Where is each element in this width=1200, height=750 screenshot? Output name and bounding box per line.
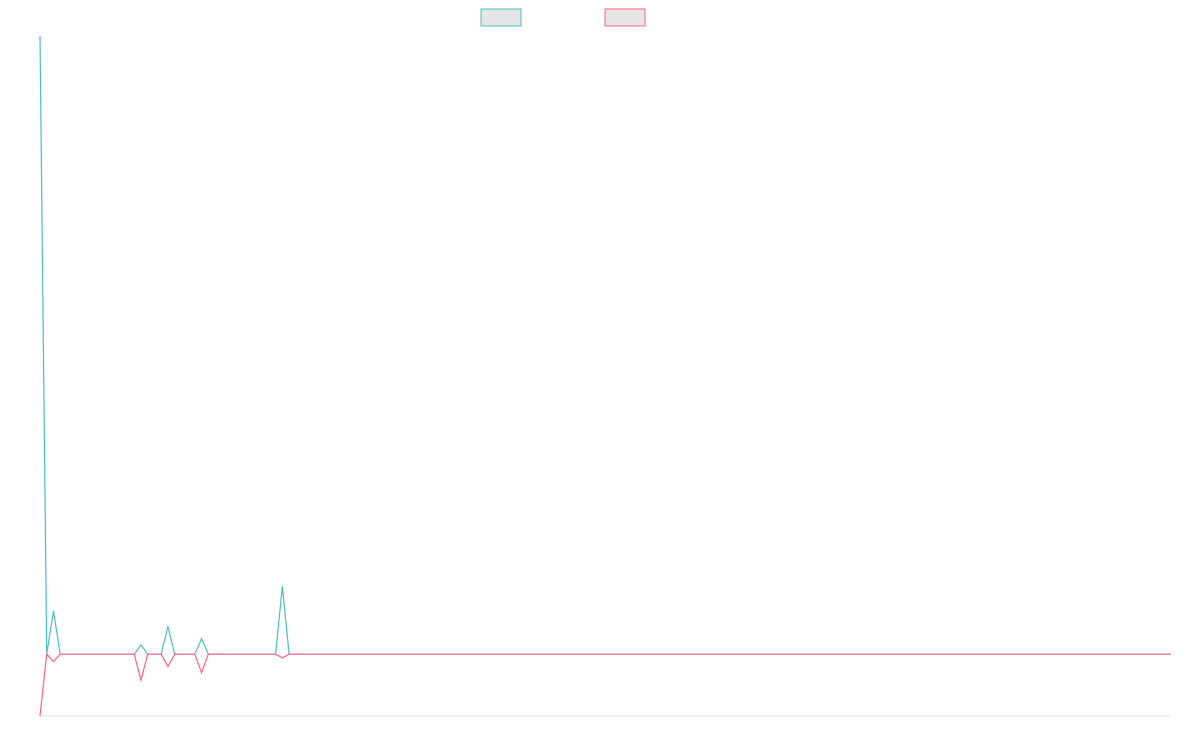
legend[interactable] (480, 8, 646, 27)
legend-swatch-2[interactable] (604, 8, 646, 27)
legend-swatch-1[interactable] (480, 8, 522, 27)
series-line-1 (39, 35, 1171, 655)
series-layer (39, 35, 1171, 717)
series-line-2 (39, 652, 1171, 717)
